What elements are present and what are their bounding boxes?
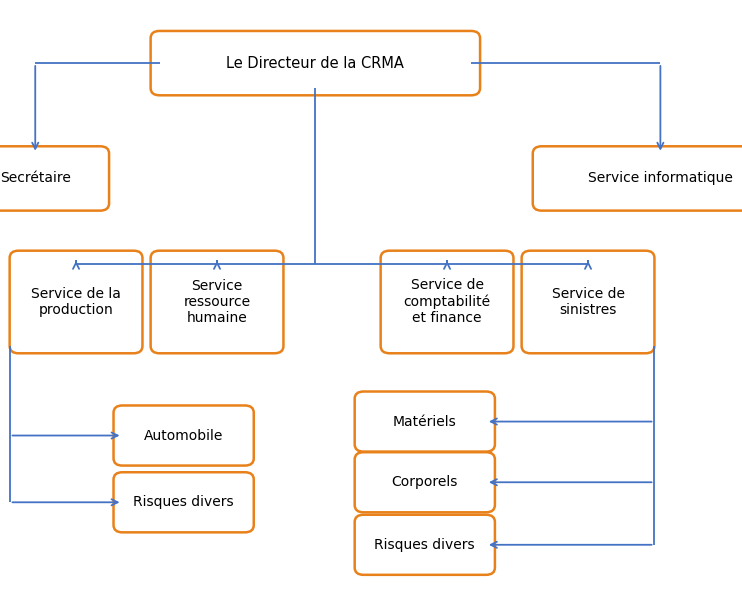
FancyBboxPatch shape	[355, 515, 495, 575]
FancyBboxPatch shape	[151, 31, 480, 95]
Text: Risques divers: Risques divers	[375, 538, 475, 552]
FancyBboxPatch shape	[522, 251, 654, 353]
FancyBboxPatch shape	[355, 452, 495, 512]
Text: Risques divers: Risques divers	[134, 495, 234, 509]
FancyBboxPatch shape	[533, 146, 742, 211]
Text: Service de la
production: Service de la production	[31, 287, 121, 317]
FancyBboxPatch shape	[381, 251, 513, 353]
FancyBboxPatch shape	[355, 392, 495, 452]
FancyBboxPatch shape	[151, 251, 283, 353]
Text: Le Directeur de la CRMA: Le Directeur de la CRMA	[226, 56, 404, 70]
FancyBboxPatch shape	[114, 405, 254, 466]
Text: Secrétaire: Secrétaire	[0, 171, 70, 186]
FancyBboxPatch shape	[0, 146, 109, 211]
Text: Service de
sinistres: Service de sinistres	[551, 287, 625, 317]
Text: Service informatique: Service informatique	[588, 171, 733, 186]
Text: Service de
comptabilité
et finance: Service de comptabilité et finance	[404, 279, 490, 325]
Text: Service
ressource
humaine: Service ressource humaine	[183, 279, 251, 325]
Text: Corporels: Corporels	[392, 475, 458, 489]
Text: Matériels: Matériels	[393, 415, 456, 429]
FancyBboxPatch shape	[114, 472, 254, 532]
FancyBboxPatch shape	[10, 251, 142, 353]
Text: Automobile: Automobile	[144, 429, 223, 443]
